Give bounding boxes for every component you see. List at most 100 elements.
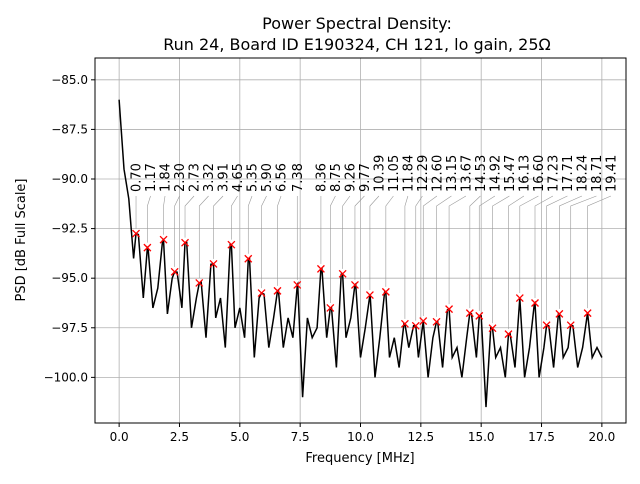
y-tick-label: −97.5 [51,321,88,335]
peak-label: 4.65 [231,163,246,192]
peak-marker [432,317,441,326]
peak-label: 2.73 [188,163,203,192]
peak-marker [542,321,551,330]
y-tick-label: −92.5 [51,222,88,236]
peak-leader-line [198,195,209,278]
peak-label: 18.24 [575,155,590,192]
peak-label: 9.77 [358,163,373,192]
peak-marker [338,269,347,278]
peak-leader-line [404,195,409,319]
peak-label: 13.15 [445,155,460,192]
peak-marker [515,294,524,302]
peak-marker [159,235,168,244]
peak-leader-line [247,195,253,254]
peak-marker [227,240,236,249]
peak-label: 18.71 [590,155,605,192]
peak-label: 3.91 [217,163,232,192]
peak-label: 11.05 [387,155,402,192]
chart-subtitle: Run 24, Board ID E190324, CH 121, lo gai… [163,35,551,54]
peak-marker [195,278,204,287]
peak-leader-line [570,195,597,321]
peak-leader-line [213,195,224,259]
plot-area [118,99,603,408]
peak-label: 1.84 [159,163,174,192]
peak-label: 13.67 [459,155,474,192]
peak-marker [488,324,497,333]
peak-marker [181,238,189,247]
peak-marker [132,229,140,238]
x-tick-label: 0.0 [110,430,129,444]
peak-marker [531,299,539,307]
peak-marker [400,319,409,328]
peak-label: 6.56 [275,163,290,192]
y-tick-label: −100.0 [44,370,88,384]
peak-marker [381,287,390,296]
y-tick-label: −87.5 [51,122,88,136]
peak-leader-line [231,195,238,240]
peak-label: 9.26 [343,163,358,192]
peak-label: 12.29 [416,155,431,192]
peak-label: 16.13 [517,155,532,192]
peak-leader-line [478,195,496,311]
peak-label: 19.41 [604,155,619,192]
peak-leader-line [163,195,166,235]
x-tick-label: 17.5 [528,430,555,444]
peak-marker [273,286,282,295]
peak-leader-line [559,195,583,309]
peak-leader-line [261,195,267,289]
peak-leader-line [415,195,423,321]
peak-leader-line [587,195,612,309]
peak-marker [555,309,564,318]
peak-label: 5.90 [260,163,275,192]
peak-label: 14.53 [474,155,489,192]
peak-label: 14.92 [488,155,503,192]
peak-marker [326,303,335,312]
chart-title: Power Spectral Density: [262,14,452,33]
peak-leader-line [534,195,554,298]
peak-label: 2.30 [173,163,188,192]
peak-labels: 0.70 1.17 1.84 2.30 2.73 3.32 3.91 4.65 5.35 5.90… [130,155,619,330]
peak-marker [257,289,266,298]
peak-marker [244,254,253,263]
y-tick-label: −90.0 [51,172,88,186]
peak-leader-line [330,195,336,303]
axes-frame [94,57,627,424]
peak-leader-line [448,195,467,305]
y-tick-label: −95.0 [51,271,88,285]
peak-leader-line [508,195,525,330]
peak-marker [445,305,454,314]
peak-label: 17.23 [546,155,561,192]
y-axis-label: PSD [dB Full Scale] [14,178,29,301]
peak-marker [170,267,179,276]
peak-label: 16.60 [532,155,547,192]
x-tick-label: 2.5 [170,430,189,444]
peak-marker [209,259,218,268]
peak-label: 12.60 [430,155,445,192]
peak-marker [583,309,592,318]
peak-label: 0.70 [130,163,145,192]
peak-marker [316,264,325,273]
peak-label: 10.39 [372,155,387,192]
peak-marker [504,330,513,339]
peak-label: 3.32 [202,163,217,192]
peak-label: 5.35 [246,163,261,192]
peak-marker [293,280,302,289]
peak-leader-line [174,195,180,267]
peak-leader-line [342,195,351,269]
peak-leader-line [469,195,481,309]
x-axis-label: Frequency [MHz] [305,451,414,466]
peak-leader-line [184,195,195,238]
peak-leader-line [277,195,282,286]
grid [95,58,626,423]
x-tick-label: 7.5 [291,430,310,444]
axis-ticks: 0.0 2.5 5.0 7.5 10.0 12.5 15.0 17.5 20.0 −85.0 −87… [44,73,616,444]
peak-marker [350,280,359,289]
x-tick-label: 5.0 [230,430,249,444]
peak-label: 1.17 [144,163,159,192]
x-tick-label: 15.0 [468,430,495,444]
peak-label: 8.36 [314,163,329,192]
peak-marker [475,311,484,320]
peak-leader-line [354,195,365,280]
x-tick-label: 20.0 [589,430,616,444]
